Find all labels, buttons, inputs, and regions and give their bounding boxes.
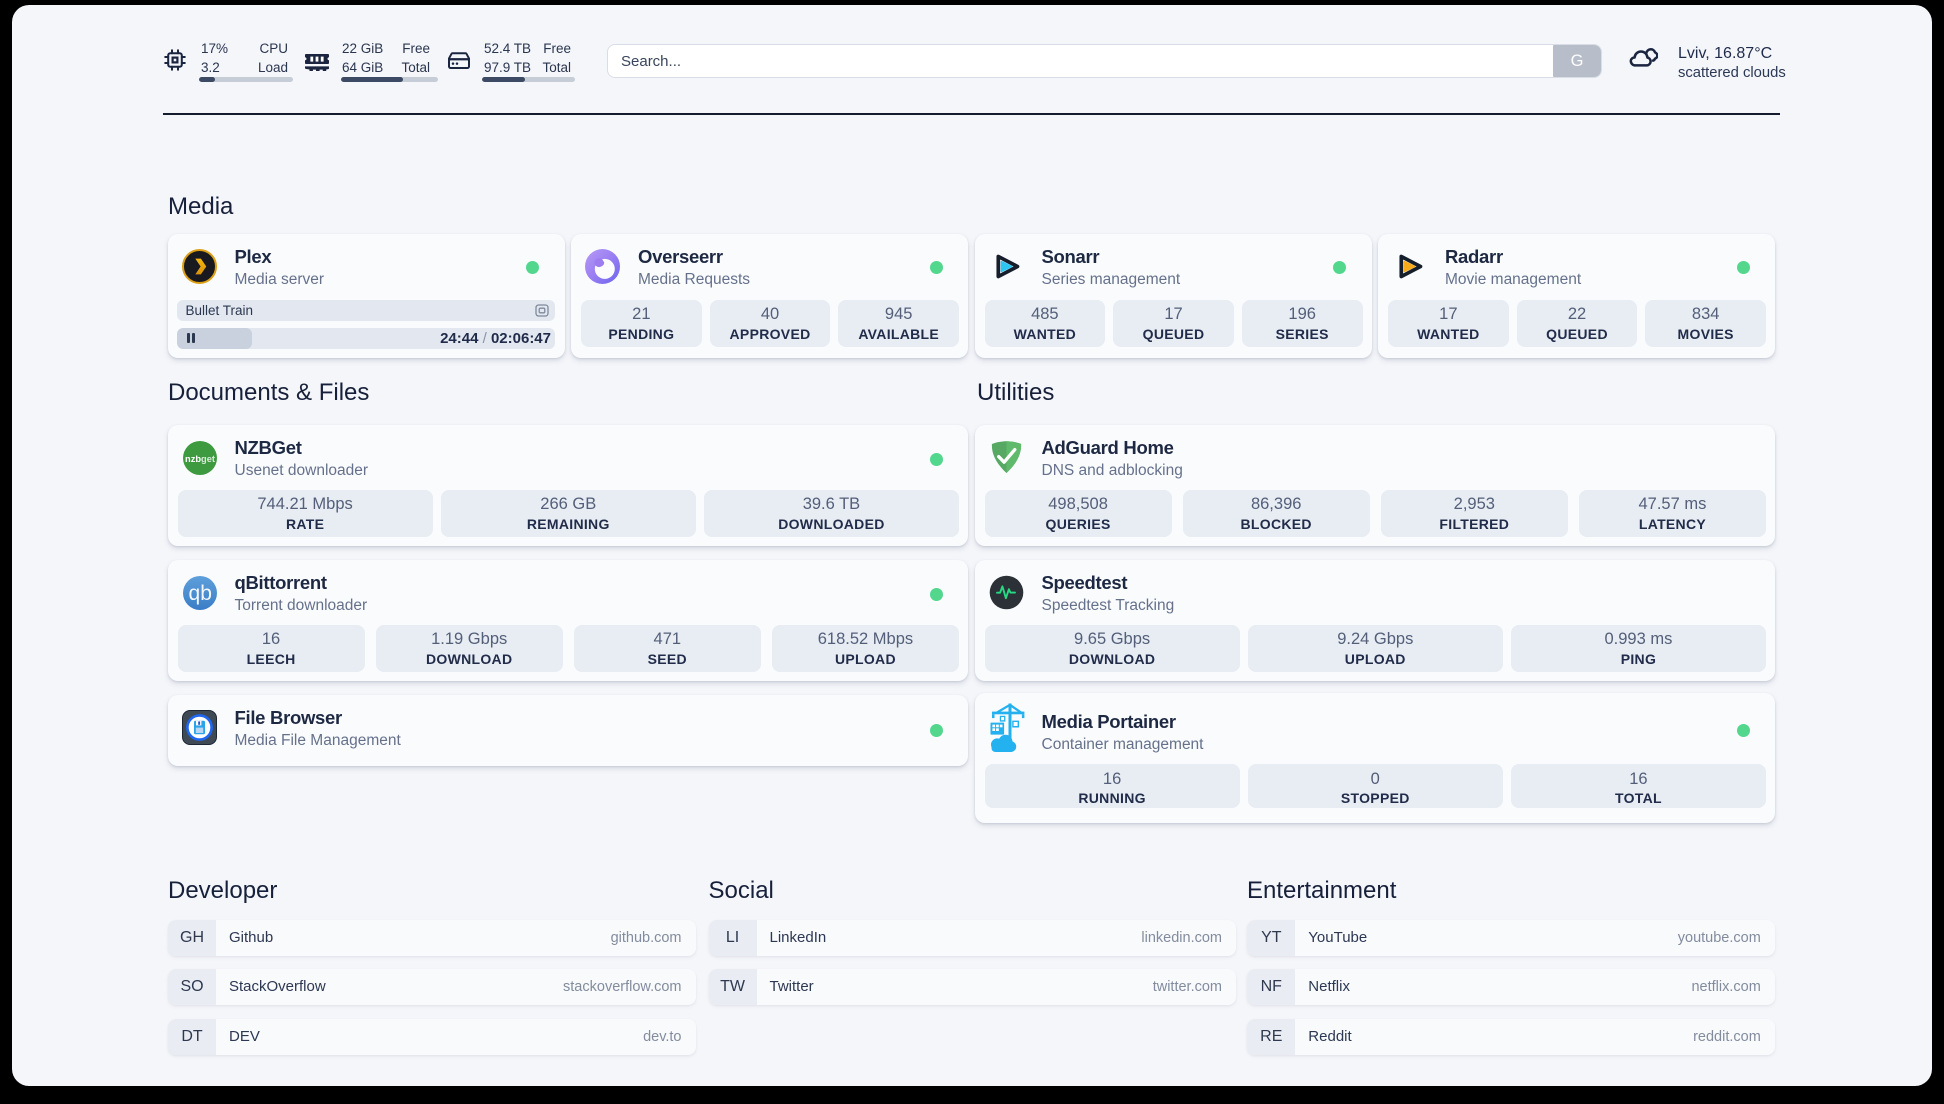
svg-text:nzbget: nzbget xyxy=(185,454,215,464)
svg-text:qb: qb xyxy=(188,582,211,605)
